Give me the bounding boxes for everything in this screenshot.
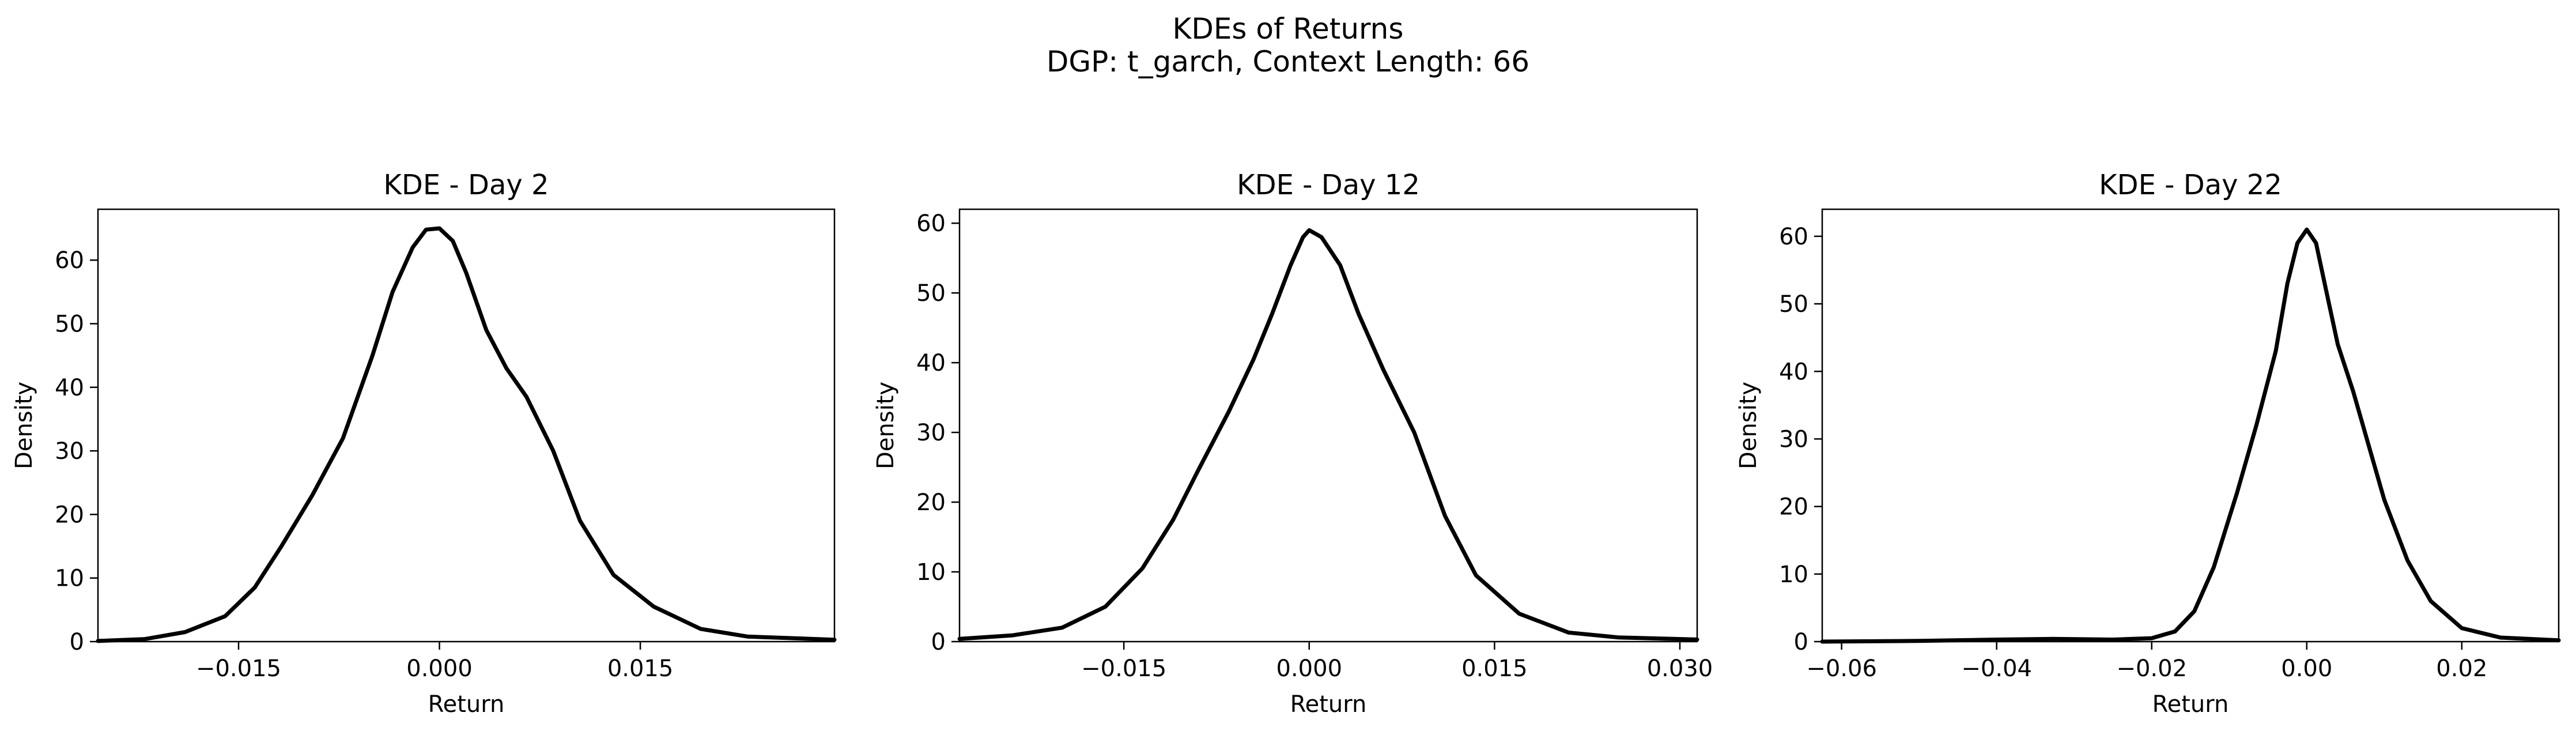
y-tick-label: 30	[916, 420, 946, 446]
x-tick-label: 0.02	[2436, 655, 2487, 682]
y-tick-label: 10	[1779, 561, 1808, 588]
y-tick-label: 60	[1779, 224, 1808, 250]
kde-day-2-chart: −0.015 0.000 0.015 0 10 20 30 40 50 60 KDE - Day 2…	[11, 169, 837, 718]
x-axis-label: Return	[428, 691, 505, 718]
plot-frame	[1821, 208, 2560, 643]
figure-title: KDEs of Returns	[1172, 12, 1404, 46]
panel-title: KDE - Day 12	[1237, 169, 1420, 201]
kde-line	[96, 226, 837, 643]
y-tick-label: 10	[916, 559, 946, 586]
y-tick-label: 50	[1779, 291, 1808, 318]
x-tick-label: −0.015	[196, 655, 281, 682]
y-tick-label: 20	[916, 489, 946, 516]
kde-day-22-chart: −0.06 −0.04 −0.02 0.00 0.02 0 10 20 30 40 50 60 KDE …	[1735, 169, 2561, 718]
y-axis-label: Density	[872, 382, 899, 469]
x-tick-label: −0.02	[2116, 655, 2187, 682]
plot-frame	[97, 208, 836, 643]
y-tick-label: 0	[1794, 629, 1808, 655]
y-tick-label: 40	[916, 350, 946, 376]
y-tick-label: 40	[55, 375, 84, 401]
plot-frame	[958, 208, 1698, 643]
y-axis-label: Density	[11, 382, 37, 469]
kde-line	[1820, 227, 2561, 644]
x-tick-label: 0.030	[1647, 655, 1713, 682]
y-tick-label: 20	[1779, 494, 1808, 521]
x-tick-label: 0.000	[1276, 655, 1343, 682]
y-tick-label: 0	[931, 629, 946, 655]
y-tick-label: 0	[70, 629, 84, 655]
x-tick-label: 0.015	[607, 655, 674, 682]
x-tick-label: −0.06	[1806, 655, 1877, 682]
y-tick-label: 50	[55, 311, 84, 338]
y-tick-label: 40	[1779, 359, 1808, 385]
x-tick-label: −0.015	[1081, 655, 1166, 682]
y-tick-label: 30	[1779, 426, 1808, 453]
x-tick-label: 0.00	[2281, 655, 2332, 682]
y-tick-label: 30	[55, 438, 84, 465]
kde-day-12-chart: −0.015 0.000 0.015 0.030 0 10 20 30 40 50 60 KDE - …	[872, 169, 1713, 718]
x-axis-label: Return	[2152, 691, 2229, 718]
kde-line	[957, 228, 1699, 642]
figure-subtitle: DGP: t_garch, Context Length: 66	[1046, 45, 1530, 78]
y-tick-label: 60	[55, 247, 84, 274]
x-tick-label: 0.015	[1461, 655, 1528, 682]
x-tick-label: −0.04	[1961, 655, 2032, 682]
y-axis-label: Density	[1735, 382, 1762, 469]
panel-title: KDE - Day 2	[383, 169, 549, 201]
y-tick-label: 50	[916, 280, 946, 307]
x-tick-label: 0.000	[406, 655, 473, 682]
x-axis-label: Return	[1290, 691, 1367, 718]
panel-title: KDE - Day 22	[2099, 169, 2282, 201]
y-tick-label: 60	[916, 210, 946, 237]
y-tick-label: 20	[55, 502, 84, 528]
y-tick-label: 10	[55, 566, 84, 592]
